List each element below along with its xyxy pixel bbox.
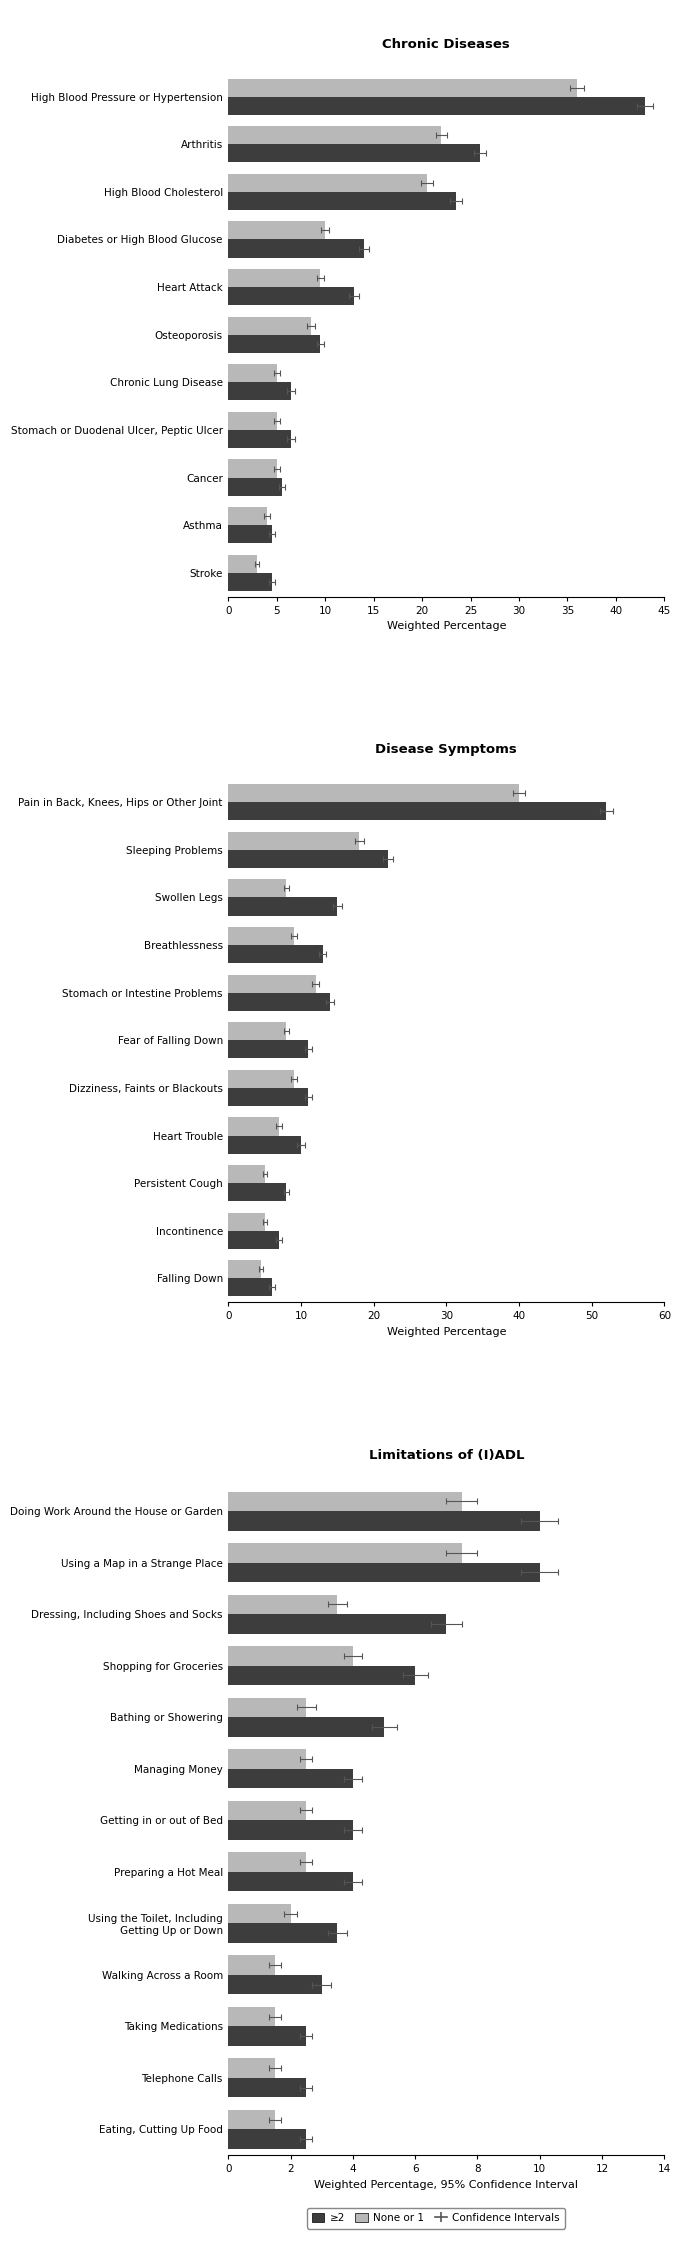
Bar bbox=[228, 2059, 275, 2079]
Bar bbox=[228, 335, 320, 352]
Bar bbox=[228, 507, 267, 525]
Bar bbox=[228, 974, 316, 992]
Bar bbox=[228, 1118, 279, 1136]
Bar bbox=[228, 1212, 264, 1230]
Bar bbox=[228, 1542, 462, 1563]
Bar bbox=[228, 1259, 261, 1277]
Bar bbox=[228, 851, 388, 869]
Bar bbox=[228, 97, 645, 114]
Title: Limitations of (I)ADL: Limitations of (I)ADL bbox=[369, 1448, 524, 1461]
Bar bbox=[228, 801, 606, 819]
Bar bbox=[228, 1666, 415, 1686]
Bar bbox=[228, 525, 272, 543]
Bar bbox=[228, 240, 364, 258]
Bar bbox=[228, 2079, 306, 2097]
Bar bbox=[228, 992, 330, 1010]
Bar bbox=[228, 1800, 306, 1821]
X-axis label: Weighted Percentage: Weighted Percentage bbox=[387, 622, 506, 631]
Title: Chronic Diseases: Chronic Diseases bbox=[383, 38, 510, 52]
Bar bbox=[228, 1089, 309, 1107]
Bar bbox=[228, 1071, 293, 1089]
Bar bbox=[228, 222, 325, 240]
Bar bbox=[228, 2131, 306, 2148]
Bar bbox=[228, 411, 277, 431]
Bar bbox=[228, 1136, 301, 1154]
Bar bbox=[228, 191, 456, 211]
Legend: ≥2, None or 1, Confidence Intervals: ≥2, None or 1, Confidence Intervals bbox=[307, 2209, 565, 2229]
Bar bbox=[228, 382, 291, 400]
Bar bbox=[228, 364, 277, 382]
Bar bbox=[228, 1491, 462, 1511]
Bar bbox=[228, 1717, 384, 1738]
Bar bbox=[228, 831, 359, 851]
Bar bbox=[228, 1277, 272, 1298]
Bar bbox=[228, 898, 338, 916]
Bar bbox=[228, 1697, 306, 1717]
Bar bbox=[228, 173, 427, 191]
Bar bbox=[228, 144, 480, 162]
Bar bbox=[228, 126, 441, 144]
Bar bbox=[228, 1230, 279, 1248]
Bar bbox=[228, 1769, 353, 1789]
Bar bbox=[228, 945, 322, 963]
Bar bbox=[228, 79, 577, 97]
X-axis label: Weighted Percentage: Weighted Percentage bbox=[387, 1327, 506, 1336]
Bar bbox=[228, 555, 257, 572]
X-axis label: Weighted Percentage, 95% Confidence Interval: Weighted Percentage, 95% Confidence Inte… bbox=[314, 2180, 579, 2189]
Bar bbox=[228, 1039, 309, 1057]
Bar bbox=[228, 2007, 275, 2027]
Bar bbox=[228, 2110, 275, 2131]
Bar bbox=[228, 1614, 446, 1634]
Bar bbox=[228, 572, 272, 590]
Bar bbox=[228, 1976, 322, 1994]
Bar bbox=[228, 1749, 306, 1769]
Title: Disease Symptoms: Disease Symptoms bbox=[376, 743, 517, 757]
Bar bbox=[228, 1924, 338, 1942]
Bar bbox=[228, 1852, 306, 1872]
Bar bbox=[228, 1904, 291, 1924]
Bar bbox=[228, 1183, 286, 1201]
Bar bbox=[228, 1821, 353, 1841]
Bar bbox=[228, 1021, 286, 1039]
Bar bbox=[228, 460, 277, 478]
Bar bbox=[228, 784, 519, 801]
Bar bbox=[228, 269, 320, 287]
Bar bbox=[228, 927, 293, 945]
Bar bbox=[228, 1563, 540, 1583]
Bar bbox=[228, 431, 291, 449]
Bar bbox=[228, 1165, 264, 1183]
Bar bbox=[228, 287, 354, 305]
Bar bbox=[228, 1511, 540, 1531]
Bar bbox=[228, 1594, 338, 1614]
Bar bbox=[228, 1872, 353, 1890]
Bar bbox=[228, 2027, 306, 2045]
Bar bbox=[228, 478, 282, 496]
Bar bbox=[228, 880, 286, 898]
Bar bbox=[228, 1646, 353, 1666]
Bar bbox=[228, 317, 311, 335]
Bar bbox=[228, 1955, 275, 1976]
